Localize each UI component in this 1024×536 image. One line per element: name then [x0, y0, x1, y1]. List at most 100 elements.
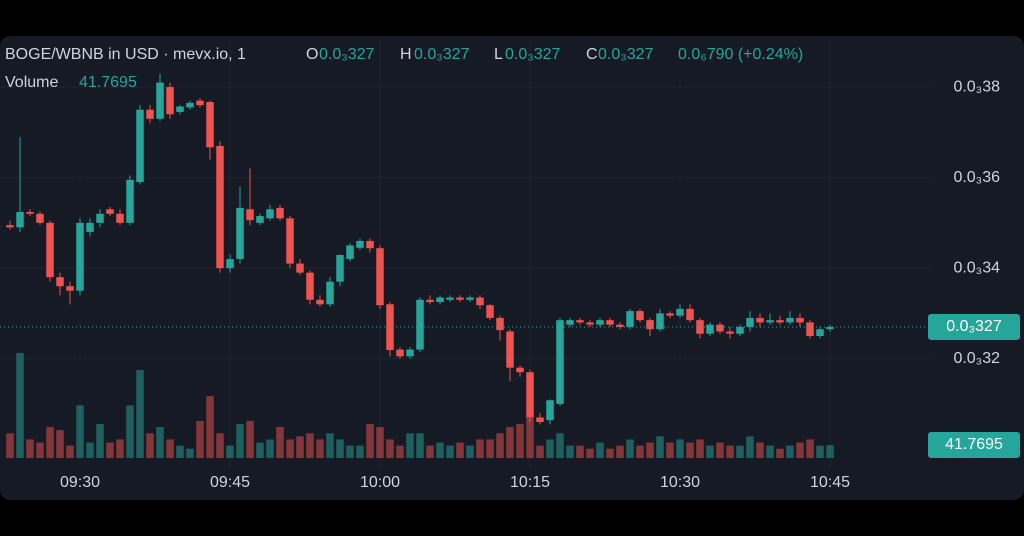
volume-bar — [566, 445, 574, 458]
candle-body — [616, 324, 624, 327]
volume-bar — [496, 433, 504, 458]
candle-body — [136, 109, 144, 183]
ohlc-value: 0.0₃327 — [414, 46, 470, 63]
candle-body — [76, 222, 84, 291]
candle-body — [6, 225, 14, 228]
volume-bar — [466, 445, 474, 458]
candle-body — [296, 263, 304, 273]
candle-body — [686, 308, 694, 321]
volume-bar — [546, 439, 554, 458]
candle-body — [386, 304, 394, 351]
candle-body — [356, 240, 364, 248]
candle-body — [466, 297, 474, 300]
candle-body — [286, 218, 294, 264]
candle-body — [726, 331, 734, 334]
volume-bar — [346, 445, 354, 458]
candle-body — [36, 213, 44, 223]
volume-label: Volume — [5, 74, 58, 91]
candle-body — [256, 216, 264, 223]
volume-bar — [226, 445, 234, 458]
volume-pill — [928, 432, 1020, 458]
candle-body — [826, 326, 834, 330]
volume-bar — [326, 433, 334, 458]
candle-body — [106, 209, 114, 214]
volume-bar — [66, 445, 74, 458]
candle-body — [146, 109, 154, 119]
volume-bar — [46, 427, 54, 458]
volume-bar — [136, 369, 144, 458]
volume-bar — [276, 427, 284, 458]
x-tick-label: 10:45 — [810, 474, 850, 491]
volume-bar — [726, 445, 734, 458]
candle-body — [376, 248, 384, 306]
candle-body — [66, 286, 74, 291]
ohlc-key: H — [400, 46, 412, 63]
ohlc-key: O — [306, 46, 318, 63]
volume-bar — [696, 439, 704, 458]
candle-body — [636, 311, 644, 321]
candle-body — [736, 326, 744, 334]
volume-bar — [486, 439, 494, 458]
candle-body — [806, 322, 814, 336]
price-pill — [928, 313, 1020, 340]
candle-body — [416, 299, 424, 350]
candle-body — [816, 329, 824, 336]
candle-body — [656, 313, 664, 330]
volume-bar — [96, 423, 104, 458]
candle-body — [86, 222, 94, 232]
volume-bar — [146, 433, 154, 458]
candle-body — [346, 245, 354, 260]
volume-bar — [296, 436, 304, 458]
candle-body — [706, 324, 714, 334]
marks — [6, 73, 834, 458]
candle-body — [26, 211, 34, 214]
volume-bar — [516, 423, 524, 458]
volume-bar — [526, 417, 534, 458]
candle-body — [486, 305, 494, 318]
candle-body — [186, 102, 194, 108]
candle-body — [606, 320, 614, 325]
candle-body — [126, 179, 134, 223]
candle-body — [476, 297, 484, 306]
volume-bar — [666, 442, 674, 458]
volume-bar — [446, 445, 454, 458]
candle-body — [516, 367, 524, 373]
volume-bar — [406, 433, 414, 458]
volume-bar — [596, 442, 604, 458]
volume-bar — [6, 433, 14, 458]
x-tick-label: 09:45 — [210, 474, 250, 491]
volume-bar — [186, 448, 194, 458]
candle-body — [406, 349, 414, 357]
x-tick-label: 10:30 — [660, 474, 700, 491]
volume-bar — [646, 442, 654, 458]
candle-body — [646, 320, 654, 330]
candle-body — [566, 320, 574, 325]
volume-bar — [716, 442, 724, 458]
volume-bar — [476, 439, 484, 458]
ohlc-key: C — [586, 46, 598, 63]
volume-bar — [166, 439, 174, 458]
volume-bar — [16, 352, 24, 458]
y-tick-label: 0.0₃36 — [953, 169, 1000, 186]
volume-bar — [236, 423, 244, 458]
volume-bar — [126, 405, 134, 458]
candle-body — [716, 324, 724, 332]
volume-bar — [336, 439, 344, 458]
volume-bar — [196, 420, 204, 458]
grid — [0, 40, 930, 470]
volume-bar — [506, 427, 514, 458]
volume-bar — [776, 448, 784, 458]
candle-body — [426, 299, 434, 303]
candle-body — [166, 87, 174, 115]
volume-bar — [36, 442, 44, 458]
volume-bar — [436, 442, 444, 458]
volume-bar — [766, 445, 774, 458]
volume-bar — [56, 430, 64, 458]
candle-body — [196, 100, 204, 106]
volume-bar — [686, 442, 694, 458]
candle-body — [16, 211, 24, 228]
candle-body — [456, 297, 464, 300]
volume-bar — [746, 436, 754, 458]
